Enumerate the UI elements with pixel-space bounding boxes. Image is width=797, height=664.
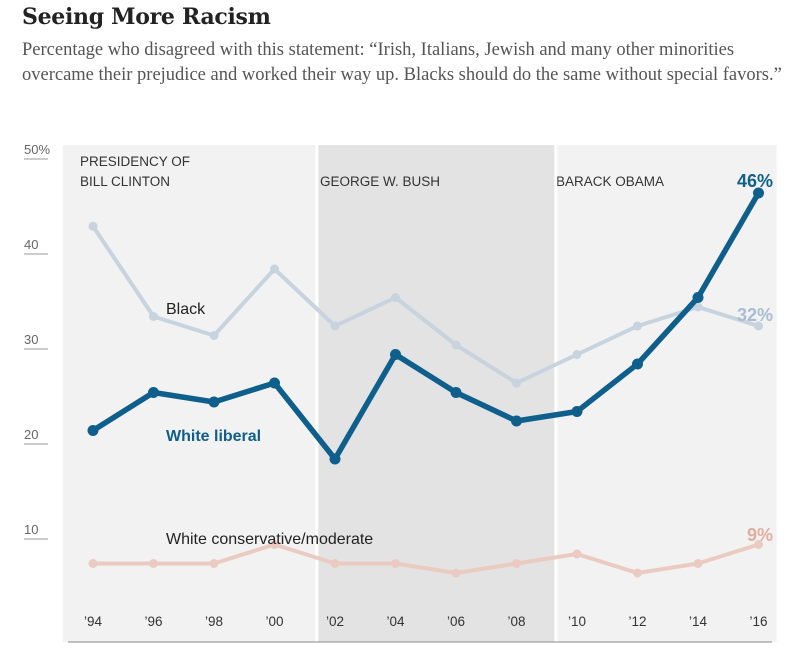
x-tick-label: ’10 xyxy=(568,614,586,629)
data-point xyxy=(88,559,98,568)
data-point xyxy=(390,349,401,360)
data-point xyxy=(391,559,400,568)
x-tick-label: ’12 xyxy=(628,614,646,629)
series-label: White liberal xyxy=(166,428,261,445)
bush-band xyxy=(316,145,556,642)
x-axis: ’94 ’96 ’98 ’00 ’02 ’04 ’06 ’08 ’10 ’12 ’14 ’16 xyxy=(68,614,772,643)
series-end-label: 32% xyxy=(737,305,773,325)
data-point xyxy=(87,425,99,436)
data-point xyxy=(512,378,521,388)
data-point xyxy=(511,415,522,427)
x-tick-label: ’16 xyxy=(749,614,767,629)
series-lines xyxy=(87,187,764,578)
x-tick-label: ’04 xyxy=(386,614,405,629)
clinton-band xyxy=(62,145,317,642)
data-point xyxy=(571,406,583,417)
data-point xyxy=(633,321,642,331)
data-point xyxy=(149,559,158,568)
data-point xyxy=(269,377,280,389)
x-tick-label: ’14 xyxy=(689,614,708,629)
y-tick-label: 30 xyxy=(24,332,38,347)
x-tick-label: ’96 xyxy=(144,614,162,629)
data-point xyxy=(208,396,220,408)
period-label: GEORGE W. BUSH xyxy=(320,174,440,189)
series-label: Black xyxy=(166,301,206,318)
x-tick-label: ’94 xyxy=(84,614,103,629)
x-tick-label: ’02 xyxy=(326,614,344,629)
data-point xyxy=(270,264,279,274)
data-point xyxy=(753,187,764,199)
period-label: PRESIDENCY OF BILL CLINTON xyxy=(80,154,190,189)
data-point xyxy=(330,559,340,568)
x-tick-label: ’08 xyxy=(507,614,525,629)
series-labels: Black 32% White liberal 46% White conservati… xyxy=(166,171,773,548)
data-point xyxy=(572,549,582,559)
data-point xyxy=(692,292,704,303)
x-tick-label: ’00 xyxy=(265,614,283,629)
series-label: White conservative/moderate xyxy=(166,531,373,548)
data-point xyxy=(149,312,158,321)
series-end-label: 46% xyxy=(737,171,773,191)
data-point xyxy=(88,221,98,231)
data-point xyxy=(451,568,461,578)
series-line xyxy=(91,224,761,385)
data-point xyxy=(512,559,521,568)
data-point xyxy=(632,358,643,370)
data-point xyxy=(391,293,400,302)
series-line xyxy=(90,190,762,462)
data-point xyxy=(330,321,340,331)
data-point xyxy=(209,331,219,340)
data-point xyxy=(693,559,703,568)
data-point xyxy=(693,302,703,312)
chart-title: Seeing More Racism xyxy=(22,4,271,30)
data-point xyxy=(754,321,763,331)
data-point xyxy=(450,387,462,398)
data-point xyxy=(572,350,582,359)
data-point xyxy=(329,453,341,465)
data-point xyxy=(209,559,219,568)
x-tick-label: ’06 xyxy=(447,614,465,629)
y-tick-label: 10 xyxy=(24,522,38,537)
period-label: BARACK OBAMA xyxy=(556,174,664,189)
data-point xyxy=(148,387,159,398)
series-end-label: 9% xyxy=(747,525,773,545)
data-point xyxy=(754,540,763,549)
data-point xyxy=(633,568,642,578)
y-tick-label: 20 xyxy=(24,427,38,442)
series-line xyxy=(91,542,761,575)
data-point xyxy=(451,340,461,350)
x-tick-label: ’98 xyxy=(205,614,223,629)
y-tick-label: 50% xyxy=(24,142,50,157)
y-tick-label: 40 xyxy=(24,237,38,252)
data-point xyxy=(270,540,279,549)
y-axis: 50% 40 30 20 10 xyxy=(24,142,50,540)
chart-subtitle: Percentage who disagreed with this state… xyxy=(22,40,782,85)
